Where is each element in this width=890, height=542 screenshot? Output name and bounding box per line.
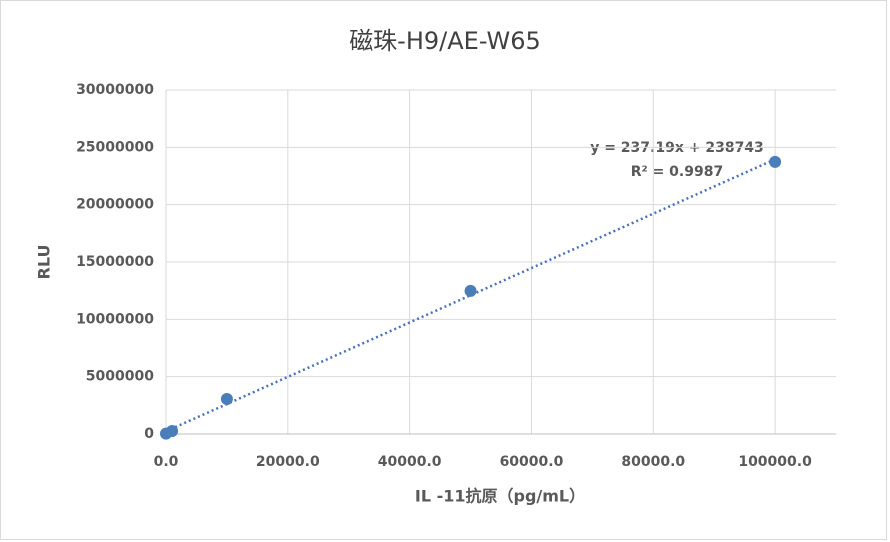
y-tick-label: 0 (144, 426, 154, 442)
trendline-r-squared: R² = 0.9987 (631, 164, 723, 180)
y-tick-label: 25000000 (76, 139, 154, 155)
data-point (220, 393, 233, 406)
y-tick-label: 20000000 (76, 197, 154, 213)
x-tick-label: 0.0 (154, 454, 179, 470)
x-axis-label: IL -11抗原（pg/mL） (415, 487, 585, 506)
data-point (166, 425, 179, 438)
data-point (464, 284, 477, 297)
y-tick-label: 10000000 (76, 311, 154, 327)
trendline (165, 158, 776, 433)
x-tick-label: 20000.0 (256, 454, 320, 470)
data-point (769, 155, 782, 168)
y-tick-label: 15000000 (76, 254, 154, 270)
trendline-equation: y = 237.19x + 238743 (590, 140, 764, 156)
x-tick-label: 100000.0 (738, 454, 812, 470)
y-tick-label: 5000000 (86, 369, 154, 385)
x-tick-label: 60000.0 (500, 454, 564, 470)
chart-title: 磁珠-H9/AE-W65 (349, 27, 541, 55)
y-axis-label: RLU (35, 245, 54, 280)
x-tick-label: 40000.0 (378, 454, 442, 470)
y-tick-label: 30000000 (76, 82, 154, 98)
x-tick-label: 80000.0 (621, 454, 685, 470)
